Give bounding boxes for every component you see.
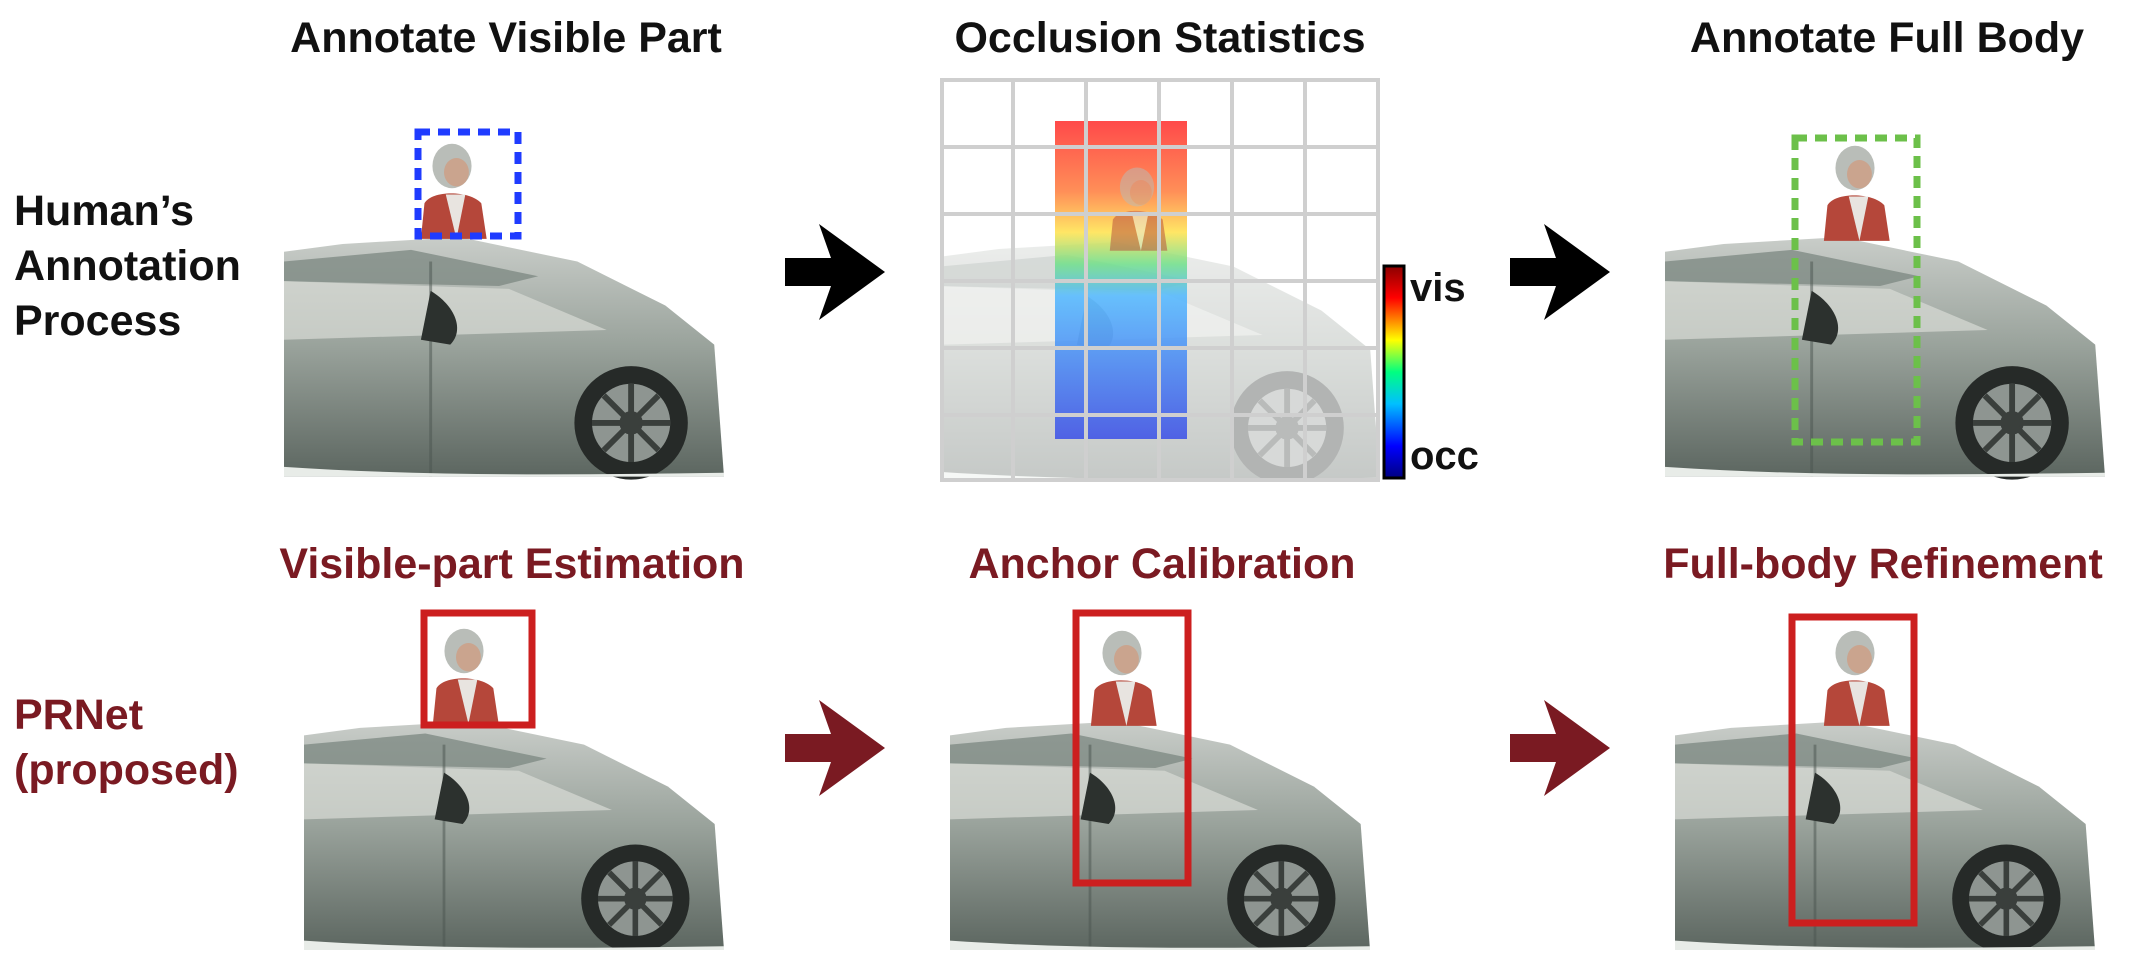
panel-annotate-full-body bbox=[1665, 120, 2105, 480]
pedestrian-image bbox=[420, 143, 487, 239]
row-label-human: Human’s Annotation Process bbox=[14, 187, 241, 345]
detection-box bbox=[1072, 609, 1192, 887]
step-title-anchor-calibration: Anchor Calibration bbox=[968, 540, 1356, 588]
panel-anchor-calibration bbox=[940, 605, 1380, 950]
step-title-full-body-refinement: Full-body Refinement bbox=[1663, 540, 2103, 588]
visible-part-box bbox=[414, 128, 522, 240]
colorbar-label-vis: vis bbox=[1410, 266, 1466, 310]
column-title-full-body: Annotate Full Body bbox=[1689, 14, 2085, 62]
colorbar-label-occ: occ bbox=[1410, 434, 1479, 478]
panel-annotate-visible-part bbox=[284, 120, 724, 480]
panel-occlusion-statistics bbox=[940, 78, 1380, 482]
row-label-prnet: PRNet (proposed) bbox=[14, 691, 239, 794]
heatmap-grid bbox=[940, 78, 1380, 482]
flow-arrow-icon bbox=[1510, 224, 1610, 320]
detection-box bbox=[1788, 613, 1918, 927]
car-image bbox=[284, 237, 724, 479]
panel-full-body-refinement bbox=[1665, 605, 2105, 950]
panel-visible-part-estimation bbox=[294, 605, 734, 950]
flow-arrow-icon bbox=[1510, 700, 1610, 796]
detection-box bbox=[420, 609, 536, 729]
full-body-box bbox=[1791, 134, 1921, 446]
column-title-occlusion-statistics: Occlusion Statistics bbox=[954, 14, 1366, 62]
column-title-visible-part: Annotate Visible Part bbox=[290, 14, 722, 62]
colorbar bbox=[1382, 264, 1406, 480]
step-title-visible-part-estimation: Visible-part Estimation bbox=[279, 540, 745, 588]
flow-arrow-icon bbox=[785, 700, 885, 796]
flow-arrow-icon bbox=[785, 224, 885, 320]
